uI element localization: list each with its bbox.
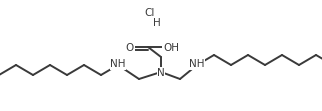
Text: N: N xyxy=(157,68,165,78)
Text: NH: NH xyxy=(110,59,126,69)
Text: NH: NH xyxy=(189,59,205,69)
Text: Cl: Cl xyxy=(145,8,155,18)
Text: OH: OH xyxy=(163,43,179,53)
Text: H: H xyxy=(153,18,161,28)
Text: O: O xyxy=(126,43,134,53)
